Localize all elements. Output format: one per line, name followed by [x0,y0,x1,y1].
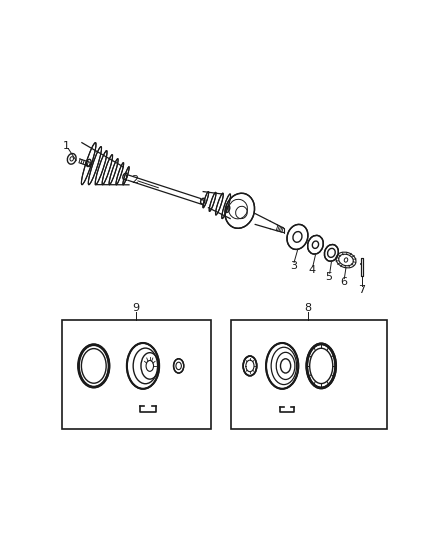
Ellipse shape [266,343,298,389]
Bar [61,320,211,429]
Text: 9: 9 [133,303,140,313]
Ellipse shape [287,224,308,249]
Ellipse shape [325,245,339,261]
Ellipse shape [307,236,323,254]
Polygon shape [203,191,230,219]
Bar [360,258,363,276]
Ellipse shape [127,343,159,389]
Text: 6: 6 [340,277,347,287]
Ellipse shape [78,345,109,387]
Ellipse shape [307,344,336,388]
Text: 7: 7 [358,285,366,295]
Bar [360,258,363,276]
Ellipse shape [225,193,254,228]
Ellipse shape [173,359,184,373]
Text: 2: 2 [131,175,138,185]
Ellipse shape [243,356,257,376]
Text: 5: 5 [325,272,332,281]
Bar [231,320,387,429]
Text: 1: 1 [63,141,70,151]
Text: 8: 8 [304,303,311,313]
Text: 3: 3 [290,261,297,271]
Polygon shape [82,143,129,185]
Text: 4: 4 [308,265,316,275]
